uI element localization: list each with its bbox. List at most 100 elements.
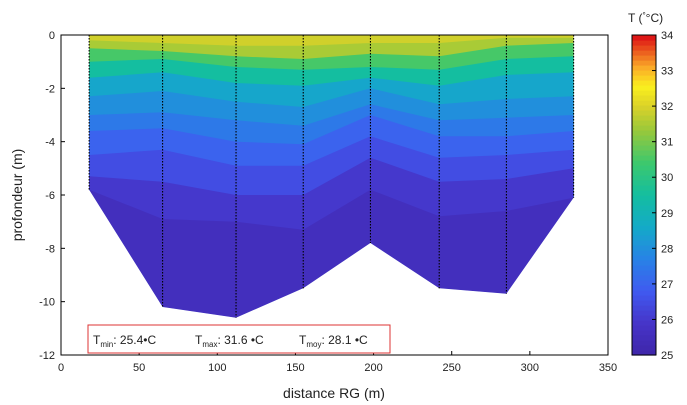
x-tick-label: 50 (133, 362, 145, 374)
colorbar-ticks: 25 26 27 28 29 30 31 32 33 34 (652, 30, 673, 362)
colorbar-cell (632, 45, 656, 51)
stats-min-value: : 25.4•C (113, 333, 156, 347)
colorbar-cell (632, 295, 656, 301)
colorbar-cell (632, 280, 656, 286)
temperature-band-9 (89, 189, 574, 318)
colorbar-cell (632, 270, 656, 276)
colorbar-cell (632, 310, 656, 316)
stats-min-T: T (93, 333, 101, 347)
colorbar-cell (632, 65, 656, 71)
colorbar-label-unit: °C) (646, 11, 663, 25)
colorbar-label: T (°°C) (628, 11, 663, 25)
colorbar-cell (632, 340, 656, 346)
colorbar-cell (632, 330, 656, 336)
stats-max: Tmax: 31.6 •C (195, 333, 264, 349)
colorbar-cell (632, 195, 656, 201)
colorbar-cell (632, 50, 656, 56)
colorbar-cell (632, 165, 656, 171)
colorbar-cell (632, 260, 656, 266)
stats-box-frame (87, 324, 391, 354)
colorbar-cell (632, 230, 656, 236)
stats-min-sub: min (100, 340, 113, 349)
x-tick-label: 250 (443, 362, 461, 374)
colorbar-tick-label: 29 (661, 208, 673, 220)
colorbar-cell (632, 245, 656, 251)
colorbar-cell (632, 130, 656, 136)
colorbar-cell (632, 75, 656, 81)
colorbar-cells (632, 35, 656, 356)
colorbar-cell (632, 85, 656, 91)
below-bottom-mask (89, 189, 574, 355)
colorbar-cell (632, 160, 656, 166)
stats-box: Tmin: 25.4•C Tmax: 31.6 •C Tmoy: 28.1 •C (87, 324, 391, 354)
colorbar-cell (632, 120, 656, 126)
colorbar-cell (632, 200, 656, 206)
colorbar-cell (632, 90, 656, 96)
colorbar-cell (632, 40, 656, 46)
stats-min: Tmin: 25.4•C (93, 333, 156, 349)
stats-max-value: : 31.6 •C (217, 333, 264, 347)
colorbar-tick-label: 26 (661, 314, 673, 326)
colorbar-cell (632, 235, 656, 241)
y-tick-label: -2 (45, 83, 55, 95)
colorbar-cell (632, 170, 656, 176)
colorbar-cell (632, 265, 656, 271)
colorbar-tick-label: 27 (661, 279, 673, 291)
y-tick-label: -6 (45, 190, 55, 202)
x-tick-label: 200 (364, 362, 382, 374)
y-axis-ticks: 0 -2 -4 -6 -8 -10 -12 (39, 30, 65, 362)
colorbar-cell (632, 115, 656, 121)
x-tick-label: 350 (599, 362, 617, 374)
colorbar-tick-label: 33 (661, 66, 673, 78)
colorbar-tick-label: 34 (661, 30, 673, 42)
colorbar-cell (632, 250, 656, 256)
colorbar-cell (632, 305, 656, 311)
x-tick-label: 300 (521, 362, 539, 374)
colorbar-cell (632, 95, 656, 101)
colorbar-tick-label: 31 (661, 137, 673, 149)
colorbar: 25 26 27 28 29 30 31 32 33 34 T (°°C) (628, 11, 673, 362)
colorbar-cell (632, 140, 656, 146)
colorbar-cell (632, 150, 656, 156)
colorbar-cell (632, 205, 656, 211)
colorbar-cell (632, 35, 656, 41)
colorbar-cell (632, 215, 656, 221)
colorbar-border (631, 34, 657, 356)
y-tick-label: -8 (45, 243, 55, 255)
colorbar-cell (632, 110, 656, 116)
stats-max-T: T (195, 333, 203, 347)
colorbar-cell (632, 125, 656, 131)
colorbar-cell (632, 225, 656, 231)
colorbar-cell (632, 135, 656, 141)
colorbar-cell (632, 285, 656, 291)
colorbar-cell (632, 70, 656, 76)
colorbar-cell (632, 185, 656, 191)
colorbar-cell (632, 100, 656, 106)
y-tick-label: 0 (49, 30, 55, 42)
colorbar-cell (632, 105, 656, 111)
x-axis-label: distance RG (m) (283, 385, 385, 401)
colorbar-cell (632, 325, 656, 331)
colorbar-label-prefix: T ( (628, 11, 642, 25)
colorbar-cell (632, 300, 656, 306)
y-tick-label: -12 (39, 350, 55, 362)
colorbar-tick-label: 28 (661, 243, 673, 255)
colorbar-cell (632, 175, 656, 181)
colorbar-cell (632, 275, 656, 281)
colorbar-tick-label: 30 (661, 172, 673, 184)
x-axis-ticks: 0 50 100 150 200 250 300 350 (58, 351, 617, 374)
x-tick-label: 100 (208, 362, 226, 374)
colorbar-cell (632, 255, 656, 261)
colorbar-cell (632, 80, 656, 86)
colorbar-cell (632, 290, 656, 296)
colorbar-cell (632, 220, 656, 226)
stats-moy: Tmoy: 28.1 •C (299, 333, 368, 349)
stats-moy-sub: moy (306, 340, 321, 349)
colorbar-cell (632, 55, 656, 61)
colorbar-cell (632, 60, 656, 66)
colorbar-cell (632, 350, 656, 356)
colorbar-tick-label: 25 (661, 350, 673, 362)
colorbar-cell (632, 315, 656, 321)
colorbar-cell (632, 345, 656, 351)
